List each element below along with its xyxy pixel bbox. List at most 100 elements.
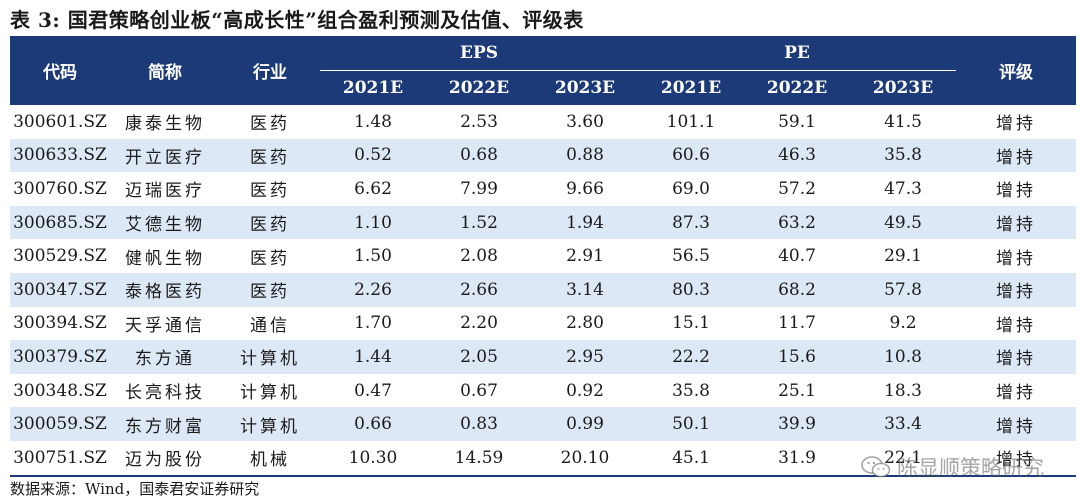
cell-eps-2023: 9.66 [566,178,604,199]
cell-code: 300059.SZ [10,407,110,441]
header-pe-2022: 2022E [744,70,851,105]
cell-eps-2021: 1.70 [354,313,392,334]
cell-eps-2022: 7.99 [460,178,498,199]
cell-eps-2023: 2.80 [566,313,604,334]
cell-name: 东方财富 [110,407,220,441]
cell-eps-2021: 6.62 [354,178,392,199]
cell-pe-2022: 68.2 [744,272,851,307]
cell-code: 300379.SZ [10,340,110,374]
table-row: 300348.SZ 长亮科技 计算机 0.47 0.67 0.92 35.8 25.1 18.3… [10,374,1076,408]
cell-eps-2023: 3.14 [532,272,639,307]
cell-eps-2023: 1.94 [532,205,639,240]
watermark: 陈显顺策略研究 [861,452,1044,482]
cell-pe-2022: 63.2 [744,205,851,240]
cell-pe-2022: 25.1 [778,380,816,401]
cell-eps-2022: 2.05 [426,340,532,374]
header-eps-2021: 2021E [320,70,426,105]
cell-pe-2023: 47.3 [884,178,922,199]
cell-industry: 计算机 [240,383,300,404]
cell-industry: 医药 [250,248,290,269]
cell-pe-2021: 22.2 [638,340,745,374]
cell-rating: 增持 [956,440,1077,477]
header-pe: PE [638,36,957,71]
header-pe-2023: 2023E [850,70,957,105]
watermark-text: 陈显顺策略研究 [897,456,1044,480]
cell-rating: 增持 [956,272,1077,307]
cell-pe-2021: 60.6 [638,138,745,173]
header-industry: 行业 [220,36,320,105]
cell-industry: 计算机 [220,407,320,441]
table-row: 300685.SZ 艾德生物 医药 1.10 1.52 1.94 87.3 63.2 49.5 增… [10,205,1077,240]
cell-pe-2023: 35.8 [850,138,957,173]
cell-code: 300685.SZ [10,205,110,240]
header-pe-2021: 2021E [638,70,745,105]
cell-rating: 增持 [996,383,1037,404]
cell-eps-2021: 10.30 [320,440,426,477]
cell-name: 长亮科技 [125,383,205,404]
cell-eps-2022: 14.59 [426,440,532,477]
forecast-table: 代码 简称 行业 EPS PE 评级 2021E 2022E 2023E 202… [10,36,1077,477]
cell-eps-2023: 2.95 [532,340,639,374]
cell-rating: 增持 [956,205,1077,240]
cell-pe-2021: 101.1 [666,111,716,132]
cell-name: 天孚通信 [125,315,205,336]
cell-name: 健帆生物 [125,248,205,269]
cell-name: 迈瑞医疗 [125,181,205,202]
cell-name: 东方通 [110,340,220,374]
cell-rating: 增持 [956,340,1077,374]
cell-pe-2021: 69.0 [672,178,710,199]
cell-eps-2022: 1.52 [426,205,532,240]
cell-pe-2023: 10.8 [850,340,957,374]
cell-pe-2023: 49.5 [850,205,957,240]
cell-name: 泰格医药 [110,272,220,307]
cell-eps-2021: 2.26 [320,272,426,307]
cell-code: 300751.SZ [10,440,110,477]
table-row: 300529.SZ 健帆生物 医药 1.50 2.08 2.91 56.5 40.7 29.1 增… [10,239,1076,273]
cell-pe-2021: 35.8 [672,380,710,401]
cell-eps-2021: 0.47 [354,380,392,401]
cell-eps-2023: 2.91 [566,246,604,267]
table-row: 300394.SZ 天孚通信 通信 1.70 2.20 2.80 15.1 11.7 9.2 增持 [10,307,1076,341]
table-title: 表 3: 国君策略创业板“高成长性”组合盈利预测及估值、评级表 [10,8,584,32]
cell-rating: 增持 [996,248,1037,269]
cell-pe-2023: 22.1 [850,440,957,477]
cell-name: 艾德生物 [110,205,220,240]
cell-eps-2021: 1.44 [320,340,426,374]
cell-industry: 医药 [250,114,290,135]
table-row: 300347.SZ 泰格医药 医药 2.26 2.66 3.14 80.3 68.2 57.8 增… [10,272,1077,307]
cell-code: 300633.SZ [10,138,110,173]
table-row: 300059.SZ 东方财富 计算机 0.66 0.83 0.99 50.1 39.9 33.4… [10,407,1077,441]
cell-pe-2021: 50.1 [638,407,745,441]
cell-code: 300348.SZ [13,380,107,401]
cell-eps-2022: 2.66 [426,272,532,307]
cell-eps-2022: 2.08 [460,246,498,267]
cell-eps-2021: 0.66 [320,407,426,441]
cell-eps-2023: 0.88 [532,138,639,173]
cell-pe-2021: 56.5 [672,246,710,267]
cell-industry: 医药 [250,181,290,202]
cell-pe-2022: 40.7 [778,246,816,267]
cell-name: 康泰生物 [125,114,205,135]
cell-pe-2023: 33.4 [850,407,957,441]
cell-pe-2022: 39.9 [744,407,851,441]
cell-eps-2021: 0.52 [320,138,426,173]
cell-pe-2022: 31.9 [744,440,851,477]
cell-industry: 医药 [220,138,320,173]
cell-name: 开立医疗 [110,138,220,173]
cell-pe-2022: 46.3 [744,138,851,173]
cell-industry: 通信 [250,315,290,336]
cell-rating: 增持 [996,114,1037,135]
cell-eps-2021: 1.50 [354,246,392,267]
cell-rating: 增持 [996,181,1037,202]
cell-pe-2022: 15.6 [744,340,851,374]
cell-code: 300601.SZ [13,111,107,132]
cell-eps-2022: 2.20 [460,313,498,334]
cell-pe-2023: 9.2 [889,313,917,334]
cell-eps-2023: 0.99 [532,407,639,441]
cell-pe-2023: 18.3 [884,380,922,401]
table-body: 300601.SZ 康泰生物 医药 1.48 2.53 3.60 101.1 59.1 41.5… [10,105,1077,477]
cell-eps-2022: 0.83 [426,407,532,441]
header-rating: 评级 [956,36,1077,105]
table-row: 300760.SZ 迈瑞医疗 医药 6.62 7.99 9.66 69.0 57.2 47.3 增… [10,172,1076,206]
table-row: 300633.SZ 开立医疗 医药 0.52 0.68 0.88 60.6 46.3 35.8 增… [10,138,1077,173]
